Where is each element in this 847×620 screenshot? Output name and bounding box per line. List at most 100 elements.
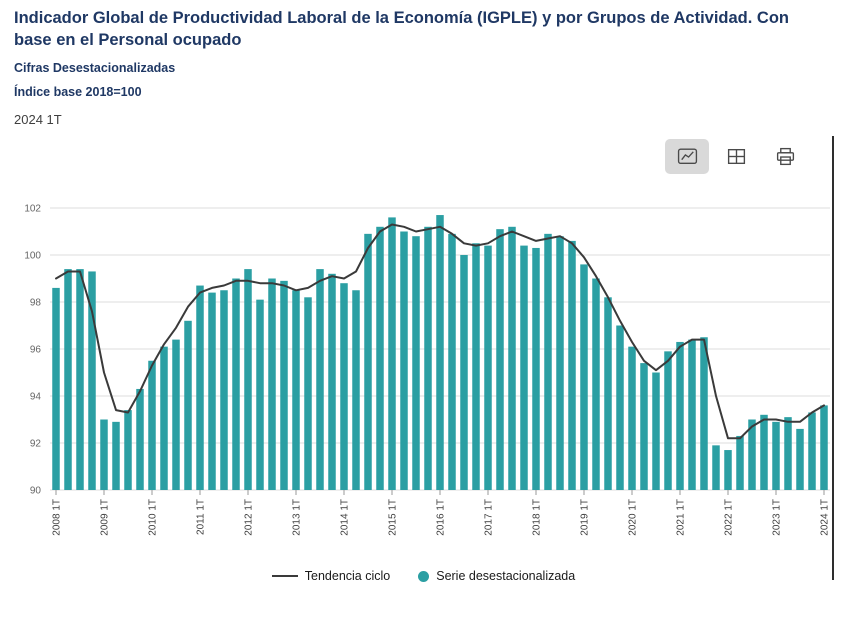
bar[interactable]: [724, 450, 732, 490]
bar[interactable]: [820, 405, 828, 490]
legend-item-series[interactable]: Serie desestacionalizada: [418, 569, 575, 583]
bar[interactable]: [556, 236, 564, 490]
x-axis-label: 2008 1T: [52, 499, 63, 536]
bar[interactable]: [712, 445, 720, 490]
bar[interactable]: [328, 273, 336, 490]
bar[interactable]: [760, 414, 768, 490]
bar[interactable]: [676, 341, 684, 490]
x-axis-label: 2019 1T: [580, 499, 591, 536]
page-title: Indicador Global de Productividad Labora…: [14, 9, 789, 49]
bar[interactable]: [124, 410, 132, 490]
bar[interactable]: [364, 233, 372, 490]
legend-label-series: Serie desestacionalizada: [436, 569, 576, 583]
trend-line: [55, 223, 825, 440]
table-view-button[interactable]: [714, 139, 758, 174]
header: Indicador Global de Productividad Labora…: [14, 8, 814, 127]
legend-label-trend: Tendencia ciclo: [304, 569, 391, 583]
x-axis-label: 2023 1T: [772, 499, 783, 536]
y-axis-label: 90: [30, 486, 42, 497]
productivity-chart[interactable]: 90 92 94 96 98 100 102 2008 1T 2009 1T 2010 1T 201…: [0, 190, 847, 568]
bar[interactable]: [424, 226, 432, 491]
bar[interactable]: [172, 339, 180, 490]
y-axis-label: 100: [24, 251, 41, 262]
bar[interactable]: [376, 226, 384, 491]
bar[interactable]: [796, 428, 804, 490]
bar[interactable]: [100, 419, 108, 491]
bar[interactable]: [148, 360, 156, 490]
bar[interactable]: [400, 231, 408, 491]
bar[interactable]: [484, 245, 492, 490]
bar[interactable]: [244, 269, 252, 490]
right-edge-rule: [832, 136, 834, 580]
bar[interactable]: [436, 215, 444, 491]
bar[interactable]: [688, 339, 696, 490]
x-axis-label: 2011 1T: [196, 499, 207, 535]
bar[interactable]: [508, 226, 516, 491]
bar[interactable]: [196, 285, 204, 490]
bar[interactable]: [160, 346, 168, 490]
x-axis-label: 2015 1T: [388, 499, 399, 536]
bar[interactable]: [568, 240, 576, 490]
bar[interactable]: [412, 236, 420, 490]
bar[interactable]: [640, 363, 648, 490]
line-chart-icon: [677, 148, 697, 165]
legend-item-trend[interactable]: Tendencia ciclo: [271, 569, 391, 583]
bar[interactable]: [292, 290, 300, 490]
legend-swatch-trend: [271, 574, 298, 578]
x-axis-label: 2012 1T: [244, 499, 255, 536]
bar[interactable]: [808, 412, 816, 490]
bar[interactable]: [112, 421, 120, 490]
print-button[interactable]: [763, 139, 807, 174]
bar[interactable]: [616, 325, 624, 491]
bar[interactable]: [64, 269, 72, 490]
period-label: 2024 1T: [14, 111, 62, 127]
bar[interactable]: [304, 297, 312, 490]
bar[interactable]: [736, 435, 744, 490]
bar[interactable]: [448, 233, 456, 490]
x-axis-label: 2013 1T: [292, 499, 303, 536]
bar[interactable]: [496, 229, 504, 490]
bar[interactable]: [472, 243, 480, 490]
bar[interactable]: [580, 264, 588, 490]
bar[interactable]: [280, 280, 288, 490]
bar[interactable]: [340, 283, 348, 490]
bar[interactable]: [316, 269, 324, 490]
bar[interactable]: [88, 271, 96, 490]
bar[interactable]: [520, 245, 528, 490]
x-axis-label: 2017 1T: [484, 499, 495, 536]
bar[interactable]: [136, 388, 144, 490]
bar[interactable]: [664, 351, 672, 490]
x-axis-label: 2016 1T: [436, 499, 447, 536]
y-axis-label: 96: [30, 345, 42, 356]
bar[interactable]: [76, 269, 84, 490]
y-axis-label: 98: [30, 298, 42, 309]
bar[interactable]: [268, 278, 276, 491]
bar[interactable]: [52, 287, 60, 490]
bar[interactable]: [208, 292, 216, 490]
subtitle-deseasonalized: Cifras Desestacionalizadas: [14, 60, 176, 75]
bar[interactable]: [652, 372, 660, 491]
bar[interactable]: [748, 419, 756, 491]
bar[interactable]: [772, 421, 780, 490]
bar[interactable]: [388, 217, 396, 490]
x-axis-label: 2022 1T: [724, 499, 735, 536]
bar[interactable]: [256, 299, 264, 490]
bar[interactable]: [604, 297, 612, 490]
bar[interactable]: [700, 337, 708, 490]
bar[interactable]: [532, 247, 540, 490]
bar[interactable]: [544, 233, 552, 490]
y-axis-label: 92: [30, 439, 42, 450]
bar[interactable]: [784, 417, 792, 490]
bar[interactable]: [460, 255, 468, 490]
subtitle-index-base: Índice base 2018=100: [14, 84, 142, 99]
bar[interactable]: [352, 290, 360, 490]
printer-icon: [776, 147, 794, 166]
line-chart-view-button[interactable]: [665, 139, 709, 174]
bar[interactable]: [628, 346, 636, 490]
bar[interactable]: [592, 278, 600, 491]
bar[interactable]: [220, 290, 228, 490]
legend-swatch-series: [418, 570, 430, 582]
bar[interactable]: [184, 320, 192, 490]
bar[interactable]: [232, 278, 240, 491]
chart-toolbar: [665, 139, 807, 174]
